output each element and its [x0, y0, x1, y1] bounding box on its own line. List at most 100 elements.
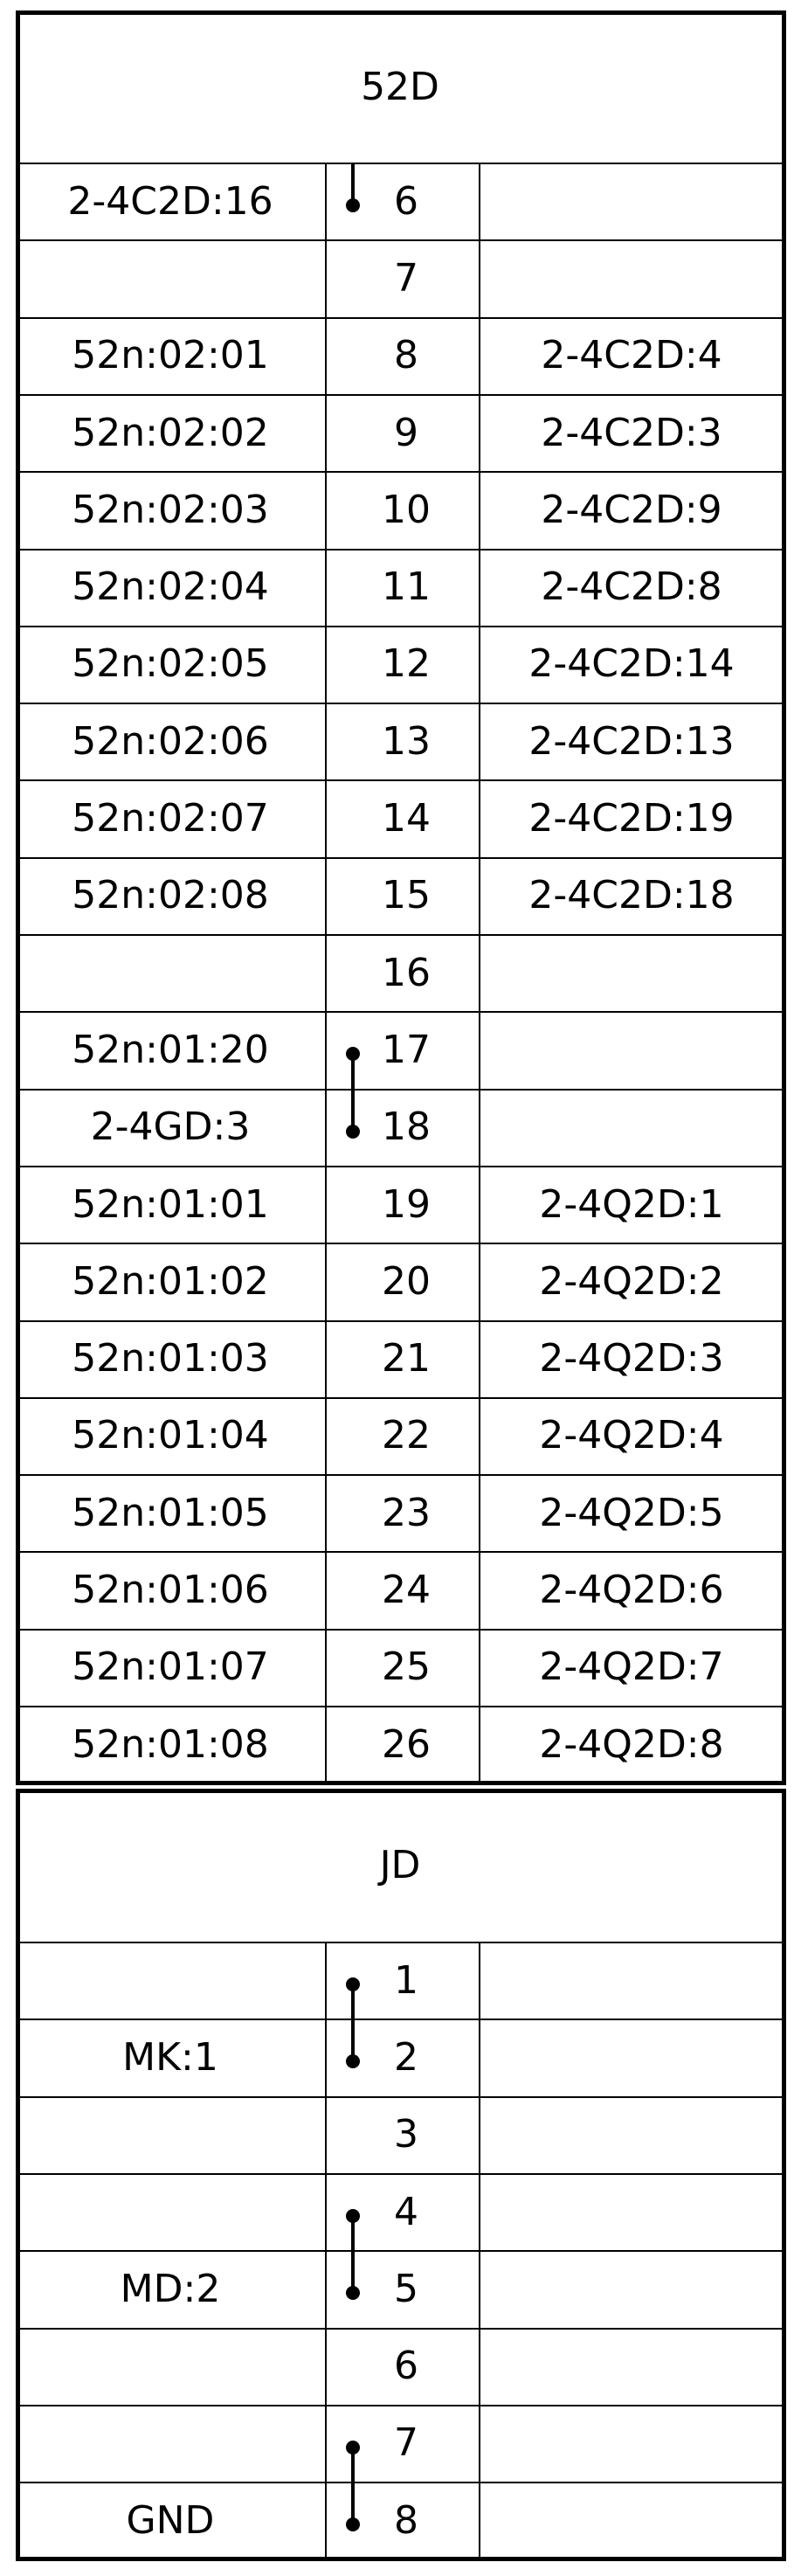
jumper-link: [351, 163, 355, 206]
terminal-number-text: 3: [394, 2112, 418, 2157]
row-divider: [16, 1628, 784, 1631]
jumper-link: [351, 1984, 355, 2062]
terminal-number: 26: [325, 1706, 479, 1783]
row-divider: [16, 1474, 784, 1477]
terminal-right-label: 2-4Q2D:7: [539, 1645, 724, 1690]
jumper-dot: [346, 1977, 360, 1992]
block-bottom-border: [16, 1781, 786, 1786]
terminal-number: 8: [325, 2482, 479, 2559]
terminal-left-label: [16, 1942, 325, 2019]
row-divider: [16, 1551, 784, 1554]
terminal-right-label: [479, 239, 784, 316]
row-divider: [16, 703, 784, 705]
terminal-number: 25: [325, 1629, 479, 1706]
row-divider: [16, 934, 784, 936]
jumper-dot: [346, 198, 360, 213]
row-divider: [16, 2404, 784, 2406]
terminal-number-text: 8: [394, 2497, 418, 2543]
terminal-number-text: 6: [394, 178, 418, 224]
jumper-dot: [346, 1124, 360, 1139]
terminal-left-label: 52n:01:01: [72, 1181, 269, 1227]
terminal-left-label: 52n:01:06: [72, 1568, 269, 1613]
terminal-number: 9: [325, 394, 479, 471]
terminal-left-label: 52n:02:07: [72, 796, 269, 841]
row-divider: [16, 2172, 784, 2175]
terminal-number: 11: [325, 549, 479, 626]
terminal-number-text: 21: [382, 1336, 431, 1381]
terminal-number-text: 1: [394, 1957, 418, 2003]
terminal-right-label: [479, 1089, 784, 1166]
terminal-left-label: 52n:01:07: [72, 1645, 269, 1690]
terminal-left-label: 52n:01:08: [72, 1721, 269, 1767]
jumper-link: [351, 2216, 355, 2294]
terminal-number-text: 9: [394, 410, 418, 455]
row-divider: [16, 2095, 784, 2098]
terminal-number: 5: [325, 2250, 479, 2327]
terminal-number: 10: [325, 471, 479, 548]
terminal-left-label: 52n:01:02: [72, 1258, 269, 1304]
terminal-right-label: 2-4Q2D:6: [539, 1568, 724, 1613]
terminal-right-label: 2-4C2D:18: [528, 873, 735, 918]
block-title: 52D: [361, 64, 439, 109]
terminal-number-text: 22: [382, 1413, 431, 1458]
terminal-left-label: [16, 239, 325, 316]
terminal-right-label: [479, 163, 784, 239]
row-divider: [16, 2019, 784, 2021]
jumper-dot: [346, 2286, 360, 2301]
terminal-number: 6: [325, 2328, 479, 2405]
terminal-left-label: MD:2: [120, 2266, 221, 2311]
terminal-number: 2: [325, 2019, 479, 2095]
terminal-left-label: [16, 2328, 325, 2405]
terminal-right-label: 2-4Q2D:8: [539, 1721, 724, 1767]
terminal-right-label: 2-4C2D:14: [528, 641, 735, 687]
terminal-left-label: [16, 2173, 325, 2250]
terminal-number: 17: [325, 1011, 479, 1088]
row-divider: [16, 239, 784, 242]
terminal-left-label: 52n:01:03: [72, 1336, 269, 1381]
terminal-number: 4: [325, 2173, 479, 2250]
row-divider: [16, 1706, 784, 1707]
terminal-number-text: 7: [394, 2420, 418, 2466]
block-top-border: [16, 1789, 786, 1793]
terminal-right-label: [479, 934, 784, 1011]
jumper-link: [351, 2447, 355, 2525]
terminal-number: 22: [325, 1397, 479, 1474]
row-divider: [16, 393, 784, 396]
terminal-right-label: 2-4C2D:8: [541, 564, 722, 610]
terminal-right-label: [479, 1942, 784, 2019]
terminal-right-label: [479, 2405, 784, 2482]
row-divider: [16, 779, 784, 782]
terminal-right-label: [479, 2019, 784, 2095]
terminal-number: 6: [325, 163, 479, 239]
block-right-border: [782, 1789, 786, 2562]
row-divider: [16, 1243, 784, 1245]
terminal-number: 14: [325, 779, 479, 856]
terminal-right-label: 2-4Q2D:4: [539, 1413, 724, 1458]
terminal-number: 21: [325, 1320, 479, 1397]
block-title: JD: [379, 1843, 421, 1887]
terminal-number-text: 16: [382, 950, 431, 995]
terminal-number-text: 20: [382, 1258, 431, 1304]
terminal-number-text: 17: [382, 1027, 431, 1072]
terminal-number-text: 5: [394, 2266, 418, 2311]
terminal-number-text: 18: [382, 1104, 431, 1150]
row-divider: [16, 625, 784, 627]
row-divider: [16, 1011, 784, 1014]
terminal-right-label: 2-4Q2D:1: [539, 1181, 724, 1227]
terminal-left-label: [16, 934, 325, 1011]
terminal-right-label: [479, 2328, 784, 2405]
title-divider: [16, 163, 784, 164]
terminal-number-text: 11: [382, 564, 431, 610]
terminal-right-label: [479, 2482, 784, 2559]
terminal-left-label: 52n:02:02: [72, 410, 269, 455]
jumper-dot: [346, 1047, 360, 1062]
terminal-number-text: 13: [382, 718, 431, 764]
terminal-right-label: 2-4Q2D:5: [539, 1490, 724, 1535]
terminal-number: 20: [325, 1243, 479, 1319]
terminal-left-label: 52n:01:20: [72, 1027, 269, 1072]
terminal-number-text: 7: [394, 255, 418, 301]
row-divider: [16, 856, 784, 859]
row-divider: [16, 1088, 784, 1091]
row-divider: [16, 2482, 784, 2484]
